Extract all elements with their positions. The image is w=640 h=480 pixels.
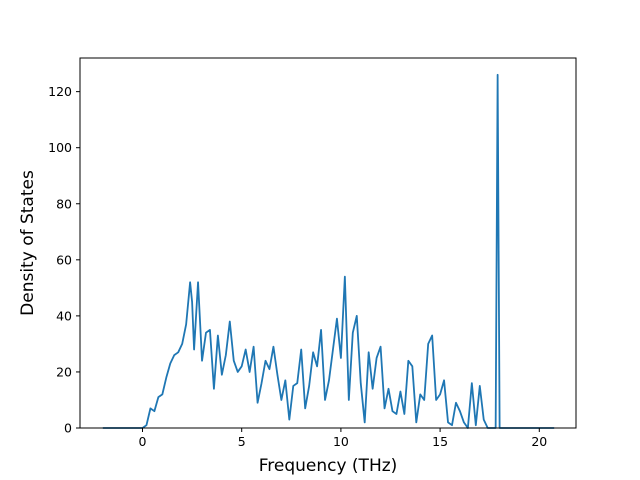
y-tick-label: 120 (48, 84, 72, 99)
y-tick-label: 100 (48, 140, 72, 155)
plot-frame (79, 57, 577, 429)
y-tick-label: 40 (56, 308, 72, 323)
plot-area (102, 73, 555, 429)
y-tick-label: 0 (64, 421, 72, 436)
y-tick-label: 80 (56, 196, 72, 211)
y-tick-label: 20 (56, 364, 72, 379)
series-line-0 (102, 73, 555, 429)
x-axis: 0 5 10 15 20 (139, 428, 547, 449)
y-tick-label: 60 (56, 252, 72, 267)
y-axis: 0 20 40 60 80 100 120 (48, 84, 80, 436)
x-tick-label: 0 (139, 434, 147, 449)
x-tick-label: 20 (531, 434, 547, 449)
y-axis-label: Density of States (18, 170, 38, 316)
x-axis-label: Frequency (THz) (259, 456, 398, 476)
x-tick-label: 10 (333, 434, 349, 449)
x-tick-label: 5 (238, 434, 246, 449)
x-tick-label: 15 (432, 434, 448, 449)
